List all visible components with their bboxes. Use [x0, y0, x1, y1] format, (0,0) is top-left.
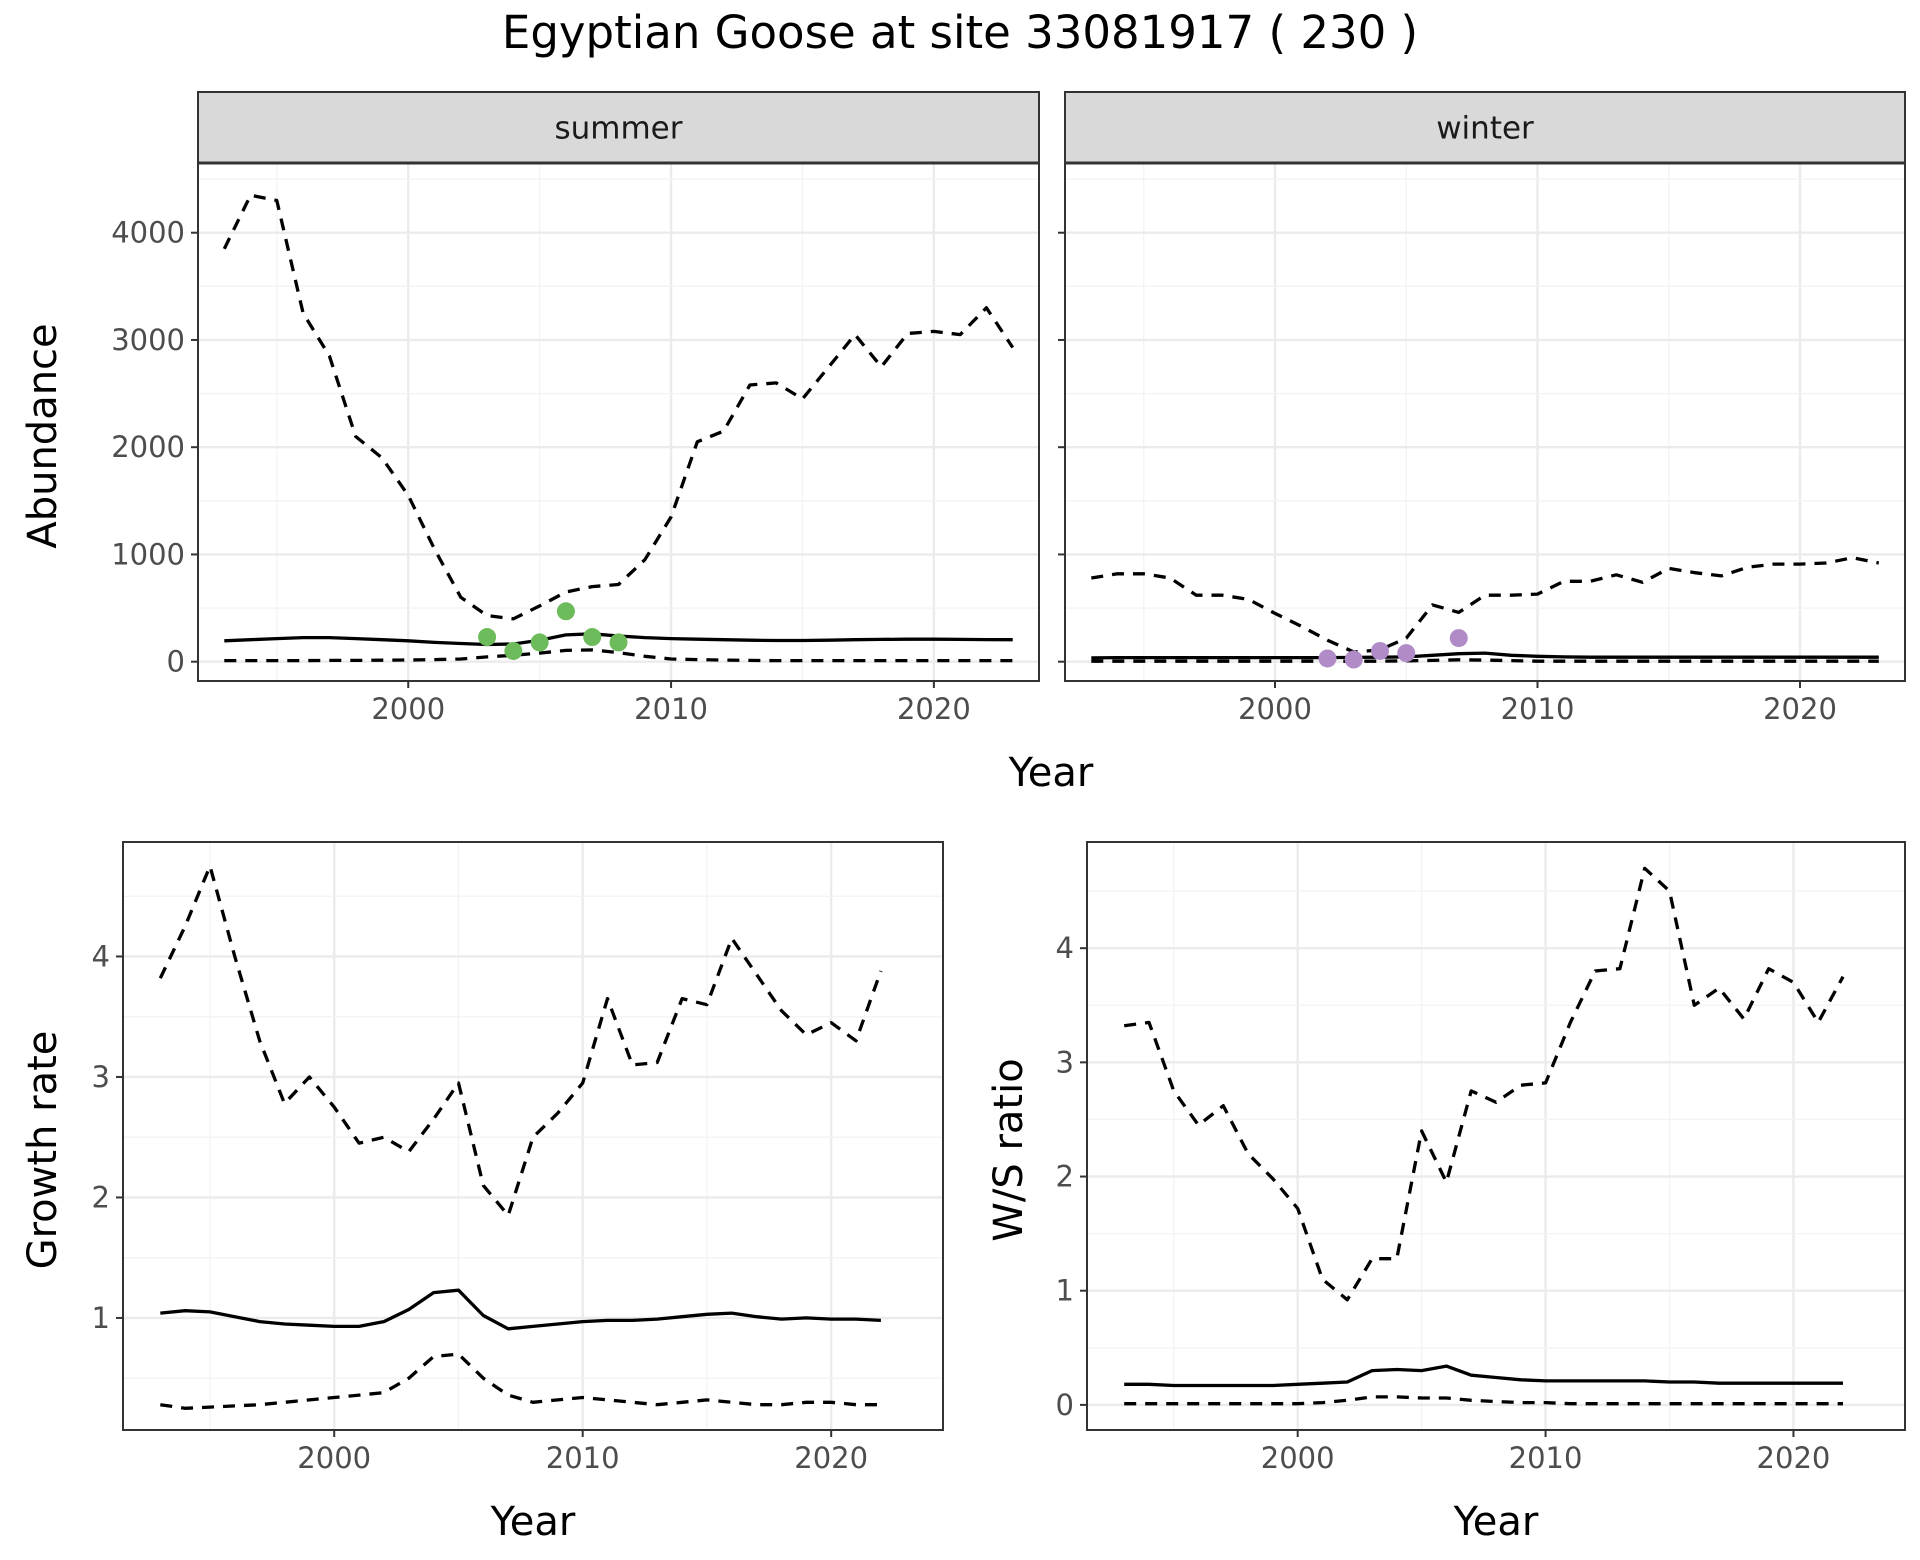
series-line-mean [1124, 1364, 1843, 1388]
data-point [1318, 649, 1337, 668]
y-tick-label: 2000 [111, 430, 185, 464]
x-tick-label: 2020 [1757, 1441, 1831, 1475]
x-tick-label: 2000 [371, 692, 445, 726]
panel-abundance-winter: winter 2000 2010 2020 [1058, 91, 1906, 726]
x-tick-label: 2000 [1261, 1441, 1335, 1475]
panel-abundance-summer: summer 2000 2010 2020 0 1000 2000 3000 4000 Abund… [20, 91, 1040, 726]
data-point [556, 602, 575, 621]
data-point [1449, 629, 1468, 648]
y-tick-label: 1 [92, 1301, 110, 1335]
panel-ws-ratio: 2000 2010 2020 0 1 2 3 4 Year W/S ratio [986, 841, 1906, 1545]
panel-border [1086, 841, 1906, 1431]
data-point [504, 641, 523, 660]
y-tick-label: 2 [92, 1180, 110, 1214]
series-line-lower [1124, 1395, 1843, 1406]
gridlines [1087, 842, 1905, 1430]
series-line-upper [158, 864, 883, 1218]
y-axis-title: Abundance [20, 323, 66, 548]
y-tick-label: 1000 [111, 537, 185, 571]
x-axis-title: Year [1453, 1499, 1539, 1545]
y-tick-label: 2 [1056, 1160, 1074, 1194]
facet-strip [197, 91, 1040, 164]
x-tick-label: 2020 [794, 1441, 868, 1475]
facet-label: summer [554, 111, 682, 147]
panel-background [1065, 163, 1905, 681]
series-line-lower [224, 648, 1013, 663]
y-tick-label: 3000 [111, 323, 185, 357]
y-tick-label: 4000 [111, 216, 185, 250]
series-line-lower [1091, 658, 1879, 663]
panel-growth-rate: 2000 2010 2020 1 2 3 4 Year Growth rate [20, 841, 944, 1545]
series-line-mean [160, 1288, 881, 1331]
series-line-mean [1091, 651, 1879, 660]
series-line-lower [160, 1352, 881, 1410]
data-point [609, 633, 628, 652]
x-tick-label: 2010 [1509, 1441, 1583, 1475]
y-axis-title: W/S ratio [986, 1058, 1032, 1241]
panel-background [198, 163, 1039, 681]
series-line-upper [222, 193, 1015, 621]
figure-title: Egyptian Goose at site 33081917 ( 230 ) [502, 6, 1418, 59]
charts: summer 2000 2010 2020 0 1000 2000 3000 4000 Abund… [20, 91, 1906, 1545]
data-point [1397, 644, 1416, 663]
panel-background [1087, 842, 1905, 1430]
data-point [478, 628, 497, 647]
x-tick-label: 2000 [1238, 692, 1312, 726]
series-line-upper [1123, 866, 1845, 1302]
y-tick-label: 4 [1056, 931, 1074, 965]
x-tick-label: 2020 [897, 692, 971, 726]
panel-background [123, 842, 943, 1430]
x-tick-label: 2010 [546, 1441, 620, 1475]
data-point [530, 633, 549, 652]
x-tick-label: 2020 [1763, 692, 1837, 726]
x-tick-label: 2010 [1501, 692, 1575, 726]
y-tick-label: 3 [92, 1060, 110, 1094]
x-tick-label: 2000 [297, 1441, 371, 1475]
facet-label: winter [1436, 111, 1534, 147]
data-point [583, 628, 602, 647]
panel-border [122, 841, 944, 1431]
y-tick-label: 1 [1056, 1274, 1074, 1308]
series-line-upper [1091, 556, 1880, 654]
x-axis-title-abundance: Year [1008, 750, 1094, 796]
y-tick-label: 0 [167, 645, 185, 679]
x-tick-label: 2010 [634, 692, 708, 726]
y-tick-label: 4 [92, 939, 110, 973]
data-point [1371, 641, 1389, 660]
y-tick-label: 3 [1056, 1045, 1074, 1079]
gridlines [123, 842, 943, 1430]
data-point [1344, 650, 1363, 669]
y-axis-title: Growth rate [20, 1031, 66, 1270]
facet-strip [1064, 91, 1906, 164]
x-axis-title: Year [490, 1499, 576, 1545]
y-tick-label: 0 [1056, 1388, 1074, 1422]
